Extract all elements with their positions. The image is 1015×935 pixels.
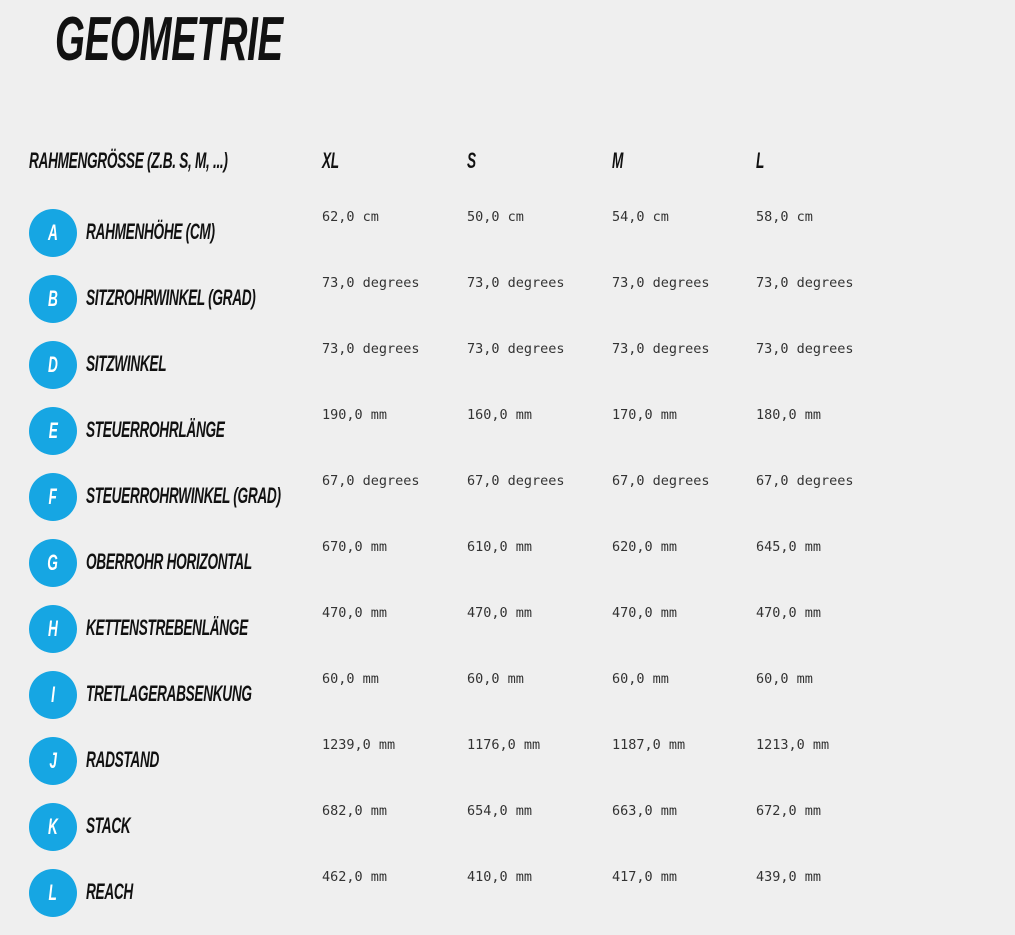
size-column-s: S — [467, 148, 476, 173]
size-column-m: M — [612, 148, 624, 173]
row-value: 663,0 mm — [612, 803, 678, 819]
row-label: RADSTAND — [86, 747, 160, 772]
row-value: 462,0 mm — [322, 869, 388, 885]
row-label: SITZWINKEL — [86, 351, 167, 376]
table-row: D SITZWINKEL 73,0 degrees 73,0 degrees 73,0… — [0, 341, 1015, 407]
letter-badge-text: D — [48, 352, 58, 377]
table-row: I TRETLAGERABSENKUNG 60,0 mm 60,0 mm 60,0 m… — [0, 671, 1015, 737]
letter-badge-text: F — [48, 484, 58, 509]
letter-badge-text: B — [48, 286, 58, 311]
row-value: 67,0 degrees — [322, 473, 420, 489]
letter-badge: I — [29, 671, 77, 719]
row-value: 1239,0 mm — [322, 737, 396, 753]
table-row: F STEUERROHRWINKEL (GRAD) 67,0 degrees 67,… — [0, 473, 1015, 539]
row-value: 470,0 mm — [756, 605, 822, 621]
row-label: STACK — [86, 813, 131, 838]
row-value: 73,0 degrees — [756, 275, 854, 291]
row-value: 58,0 cm — [756, 209, 813, 225]
page-title: GEOMETRIE — [55, 5, 283, 74]
row-value: 67,0 degrees — [756, 473, 854, 489]
letter-badge-text: A — [48, 220, 58, 245]
row-value: 60,0 mm — [467, 671, 524, 687]
row-label: TRETLAGERABSENKUNG — [86, 681, 252, 706]
letter-badge-text: G — [47, 550, 59, 575]
letter-badge: J — [29, 737, 77, 785]
row-value: 1176,0 mm — [467, 737, 541, 753]
size-header-label: RAHMENGRÖSSE (Z.B. S, M, ...) — [29, 148, 228, 173]
letter-badge-text: H — [48, 616, 58, 641]
row-value: 439,0 mm — [756, 869, 822, 885]
row-value: 73,0 degrees — [322, 341, 420, 357]
row-label: OBERROHR HORIZONTAL — [86, 549, 252, 574]
table-row: E STEUERROHRLÄNGE 190,0 mm 160,0 mm 170,0 m… — [0, 407, 1015, 473]
row-value: 682,0 mm — [322, 803, 388, 819]
table-row: A RAHMENHÖHE (CM) 62,0 cm 50,0 cm 54,0 cm 58… — [0, 209, 1015, 275]
row-value: 73,0 degrees — [612, 341, 710, 357]
row-value: 620,0 mm — [612, 539, 678, 555]
row-value: 62,0 cm — [322, 209, 379, 225]
size-column-xl: XL — [322, 148, 339, 173]
row-value: 1213,0 mm — [756, 737, 830, 753]
row-value: 672,0 mm — [756, 803, 822, 819]
row-value: 645,0 mm — [756, 539, 822, 555]
row-value: 470,0 mm — [322, 605, 388, 621]
row-value: 73,0 degrees — [467, 275, 565, 291]
row-value: 1187,0 mm — [612, 737, 686, 753]
row-value: 670,0 mm — [322, 539, 388, 555]
letter-badge: D — [29, 341, 77, 389]
row-label: RAHMENHÖHE (CM) — [86, 219, 215, 244]
row-value: 417,0 mm — [612, 869, 678, 885]
row-value: 170,0 mm — [612, 407, 678, 423]
letter-badge: L — [29, 869, 77, 917]
row-value: 73,0 degrees — [467, 341, 565, 357]
table-row: J RADSTAND 1239,0 mm 1176,0 mm 1187,0 mm 121… — [0, 737, 1015, 803]
letter-badge-text: L — [48, 880, 58, 905]
letter-badge: K — [29, 803, 77, 851]
row-value: 654,0 mm — [467, 803, 533, 819]
table-row: G OBERROHR HORIZONTAL 670,0 mm 610,0 mm 620… — [0, 539, 1015, 605]
row-value: 73,0 degrees — [756, 341, 854, 357]
row-value: 67,0 degrees — [467, 473, 565, 489]
row-value: 610,0 mm — [467, 539, 533, 555]
letter-badge-text: K — [48, 814, 58, 839]
row-value: 50,0 cm — [467, 209, 524, 225]
row-value: 410,0 mm — [467, 869, 533, 885]
row-value: 190,0 mm — [322, 407, 388, 423]
row-label: SITZROHRWINKEL (GRAD) — [86, 285, 256, 310]
table-header: RAHMENGRÖSSE (Z.B. S, M, ...) XL S M L — [0, 148, 1015, 174]
row-label: STEUERROHRLÄNGE — [86, 417, 225, 442]
letter-badge: H — [29, 605, 77, 653]
row-label: REACH — [86, 879, 133, 904]
letter-badge: B — [29, 275, 77, 323]
row-value: 60,0 mm — [756, 671, 813, 687]
letter-badge-text: E — [48, 418, 58, 443]
letter-badge-text: I — [51, 682, 55, 707]
row-label: STEUERROHRWINKEL (GRAD) — [86, 483, 281, 508]
row-value: 67,0 degrees — [612, 473, 710, 489]
size-column-l: L — [756, 148, 765, 173]
table-row: L REACH 462,0 mm 410,0 mm 417,0 mm 439,0 mm — [0, 869, 1015, 935]
letter-badge: G — [29, 539, 77, 587]
letter-badge: A — [29, 209, 77, 257]
letter-badge: E — [29, 407, 77, 455]
letter-badge: F — [29, 473, 77, 521]
table-row: H KETTENSTREBENLÄNGE 470,0 mm 470,0 mm 470,… — [0, 605, 1015, 671]
row-value: 60,0 mm — [612, 671, 669, 687]
row-value: 160,0 mm — [467, 407, 533, 423]
letter-badge-text: J — [49, 748, 57, 773]
table-row: K STACK 682,0 mm 654,0 mm 663,0 mm 672,0 mm — [0, 803, 1015, 869]
row-value: 73,0 degrees — [612, 275, 710, 291]
row-value: 470,0 mm — [612, 605, 678, 621]
row-value: 54,0 cm — [612, 209, 669, 225]
row-value: 73,0 degrees — [322, 275, 420, 291]
table-row: B SITZROHRWINKEL (GRAD) 73,0 degrees 73,0 … — [0, 275, 1015, 341]
row-value: 470,0 mm — [467, 605, 533, 621]
row-value: 180,0 mm — [756, 407, 822, 423]
row-label: KETTENSTREBENLÄNGE — [86, 615, 248, 640]
row-value: 60,0 mm — [322, 671, 379, 687]
